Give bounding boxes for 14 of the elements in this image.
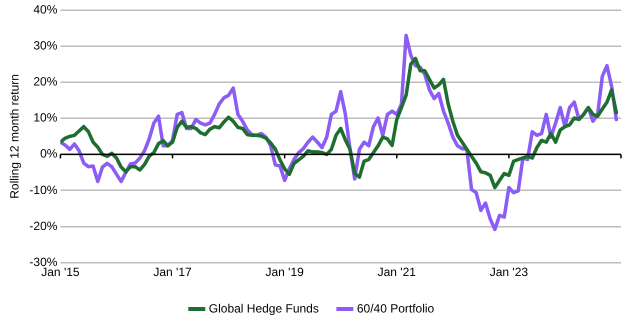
y-tick-label: 20% — [33, 74, 58, 89]
y-tick-label: 10% — [33, 110, 58, 125]
x-tick-label: Jan '17 — [153, 265, 192, 280]
x-tick-label: Jan '23 — [490, 265, 528, 280]
legend-label: 60/40 Portfolio — [356, 301, 435, 316]
y-tick-label: 0% — [40, 146, 58, 161]
legend-label: Global Hedge Funds — [208, 301, 319, 316]
y-tick-label: 40% — [33, 2, 58, 17]
y-axis-title: Rolling 12 month return — [8, 74, 22, 199]
x-tick-label: Jan '21 — [378, 265, 416, 280]
y-tick-label: -20% — [29, 218, 58, 233]
y-tick-label: 30% — [33, 38, 58, 53]
x-tick-label: Jan '19 — [265, 265, 304, 280]
y-tick-label: -10% — [29, 182, 58, 197]
